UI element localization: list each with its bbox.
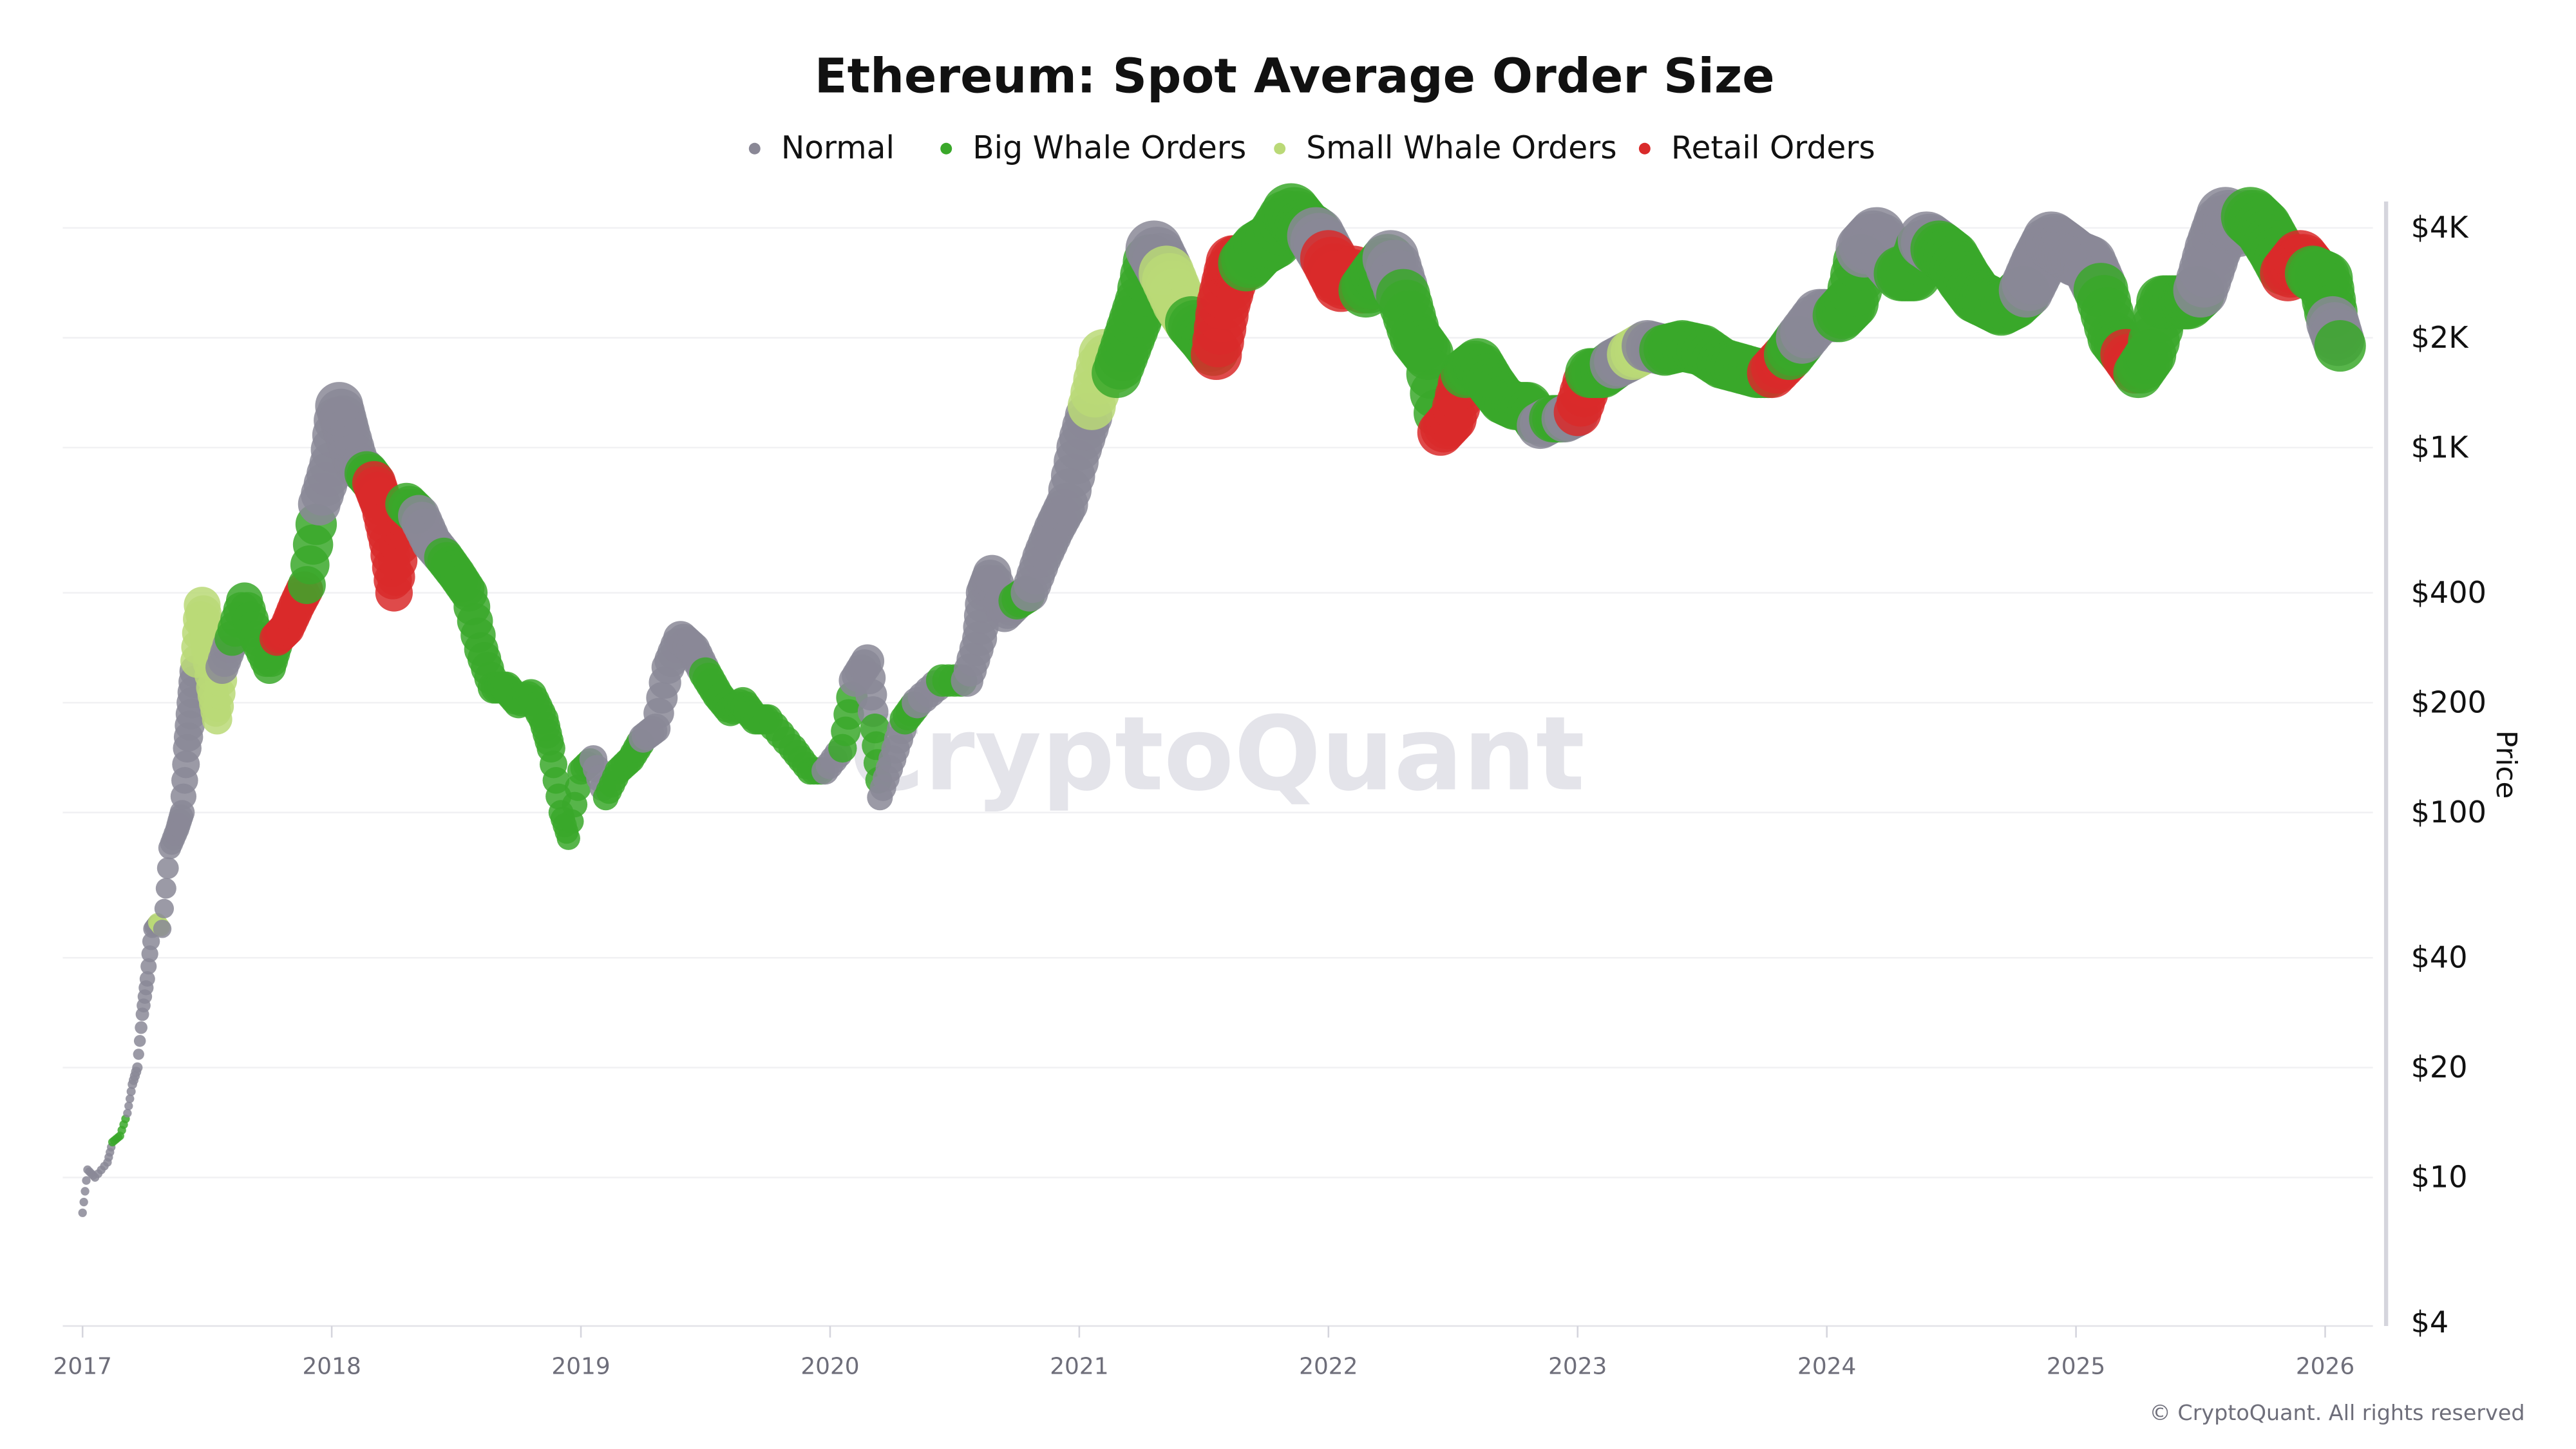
point-B [2314, 320, 2366, 372]
legend-marker-icon [1274, 142, 1286, 155]
data-points [78, 183, 2366, 1217]
y-tick-label: $200 [2411, 685, 2486, 719]
copyright-credit: © CryptoQuant. All rights reserved [2150, 1400, 2525, 1425]
point-N [135, 1021, 147, 1034]
point-N [78, 1208, 87, 1217]
y-tick-label: $4 [2411, 1305, 2449, 1340]
legend-marker-icon [748, 142, 761, 155]
point-N [80, 1187, 90, 1196]
y-tick-label: $40 [2411, 940, 2468, 975]
legend-marker-icon [940, 142, 952, 155]
point-N [139, 971, 155, 987]
x-tick-label: 2018 [302, 1353, 361, 1379]
y-axis-label: Price [2490, 730, 2522, 799]
legend-marker-icon [1638, 142, 1651, 155]
legend-item-N[interactable]: Normal [748, 130, 895, 166]
x-tick-label: 2019 [551, 1353, 610, 1379]
point-N [79, 1197, 88, 1207]
y-tick-label: $2K [2411, 320, 2470, 355]
y-tick-label: $4K [2411, 210, 2470, 245]
point-N [132, 1062, 143, 1073]
legend-label: Retail Orders [1671, 130, 1875, 166]
y-axis-ticks: $4K $2K $1K $400 $200 $100 $40 $20 $10 $4 [2411, 210, 2486, 1340]
x-axis-ticks: 2017 2018 2019 2020 2021 2022 2023 2024 2025 2026 [53, 1325, 2354, 1379]
x-tick-label: 2026 [2296, 1353, 2354, 1379]
watermark: CryptoQuant [849, 695, 1585, 814]
point-N [82, 1176, 91, 1185]
point-N [155, 878, 176, 899]
point-N [153, 920, 172, 938]
y-tick-label: $400 [2411, 575, 2486, 610]
point-N [133, 1035, 146, 1047]
legend-label: Normal [781, 130, 895, 166]
legend-label: Big Whale Orders [972, 130, 1246, 166]
chart-title: Ethereum: Spot Average Order Size [815, 48, 1775, 104]
y-tick-label: $100 [2411, 795, 2486, 829]
y-tick-label: $10 [2411, 1160, 2468, 1195]
x-tick-label: 2023 [1548, 1353, 1607, 1379]
point-N [123, 1108, 132, 1118]
x-tick-label: 2017 [53, 1353, 112, 1379]
legend-item-S[interactable]: Small Whale Orders [1274, 130, 1617, 166]
point-N [156, 857, 179, 879]
point-N [154, 898, 175, 919]
point-N [133, 1048, 144, 1060]
legend-item-R[interactable]: Retail Orders [1638, 130, 1875, 166]
y-tick-label: $20 [2411, 1050, 2468, 1084]
x-tick-label: 2021 [1050, 1353, 1108, 1379]
x-tick-label: 2020 [800, 1353, 859, 1379]
x-tick-label: 2022 [1299, 1353, 1358, 1379]
legend-item-B[interactable]: Big Whale Orders [940, 130, 1246, 166]
legend-label: Small Whale Orders [1306, 130, 1616, 166]
legend: Normal Big Whale Orders Small Whale Orders… [748, 130, 1875, 166]
x-tick-label: 2025 [2047, 1353, 2105, 1379]
point-N [140, 958, 157, 975]
point-N [126, 1086, 136, 1096]
y-tick-label: $1K [2411, 430, 2470, 464]
point-N [124, 1101, 133, 1111]
point-N [126, 1094, 135, 1103]
x-tick-label: 2024 [1797, 1353, 1856, 1379]
